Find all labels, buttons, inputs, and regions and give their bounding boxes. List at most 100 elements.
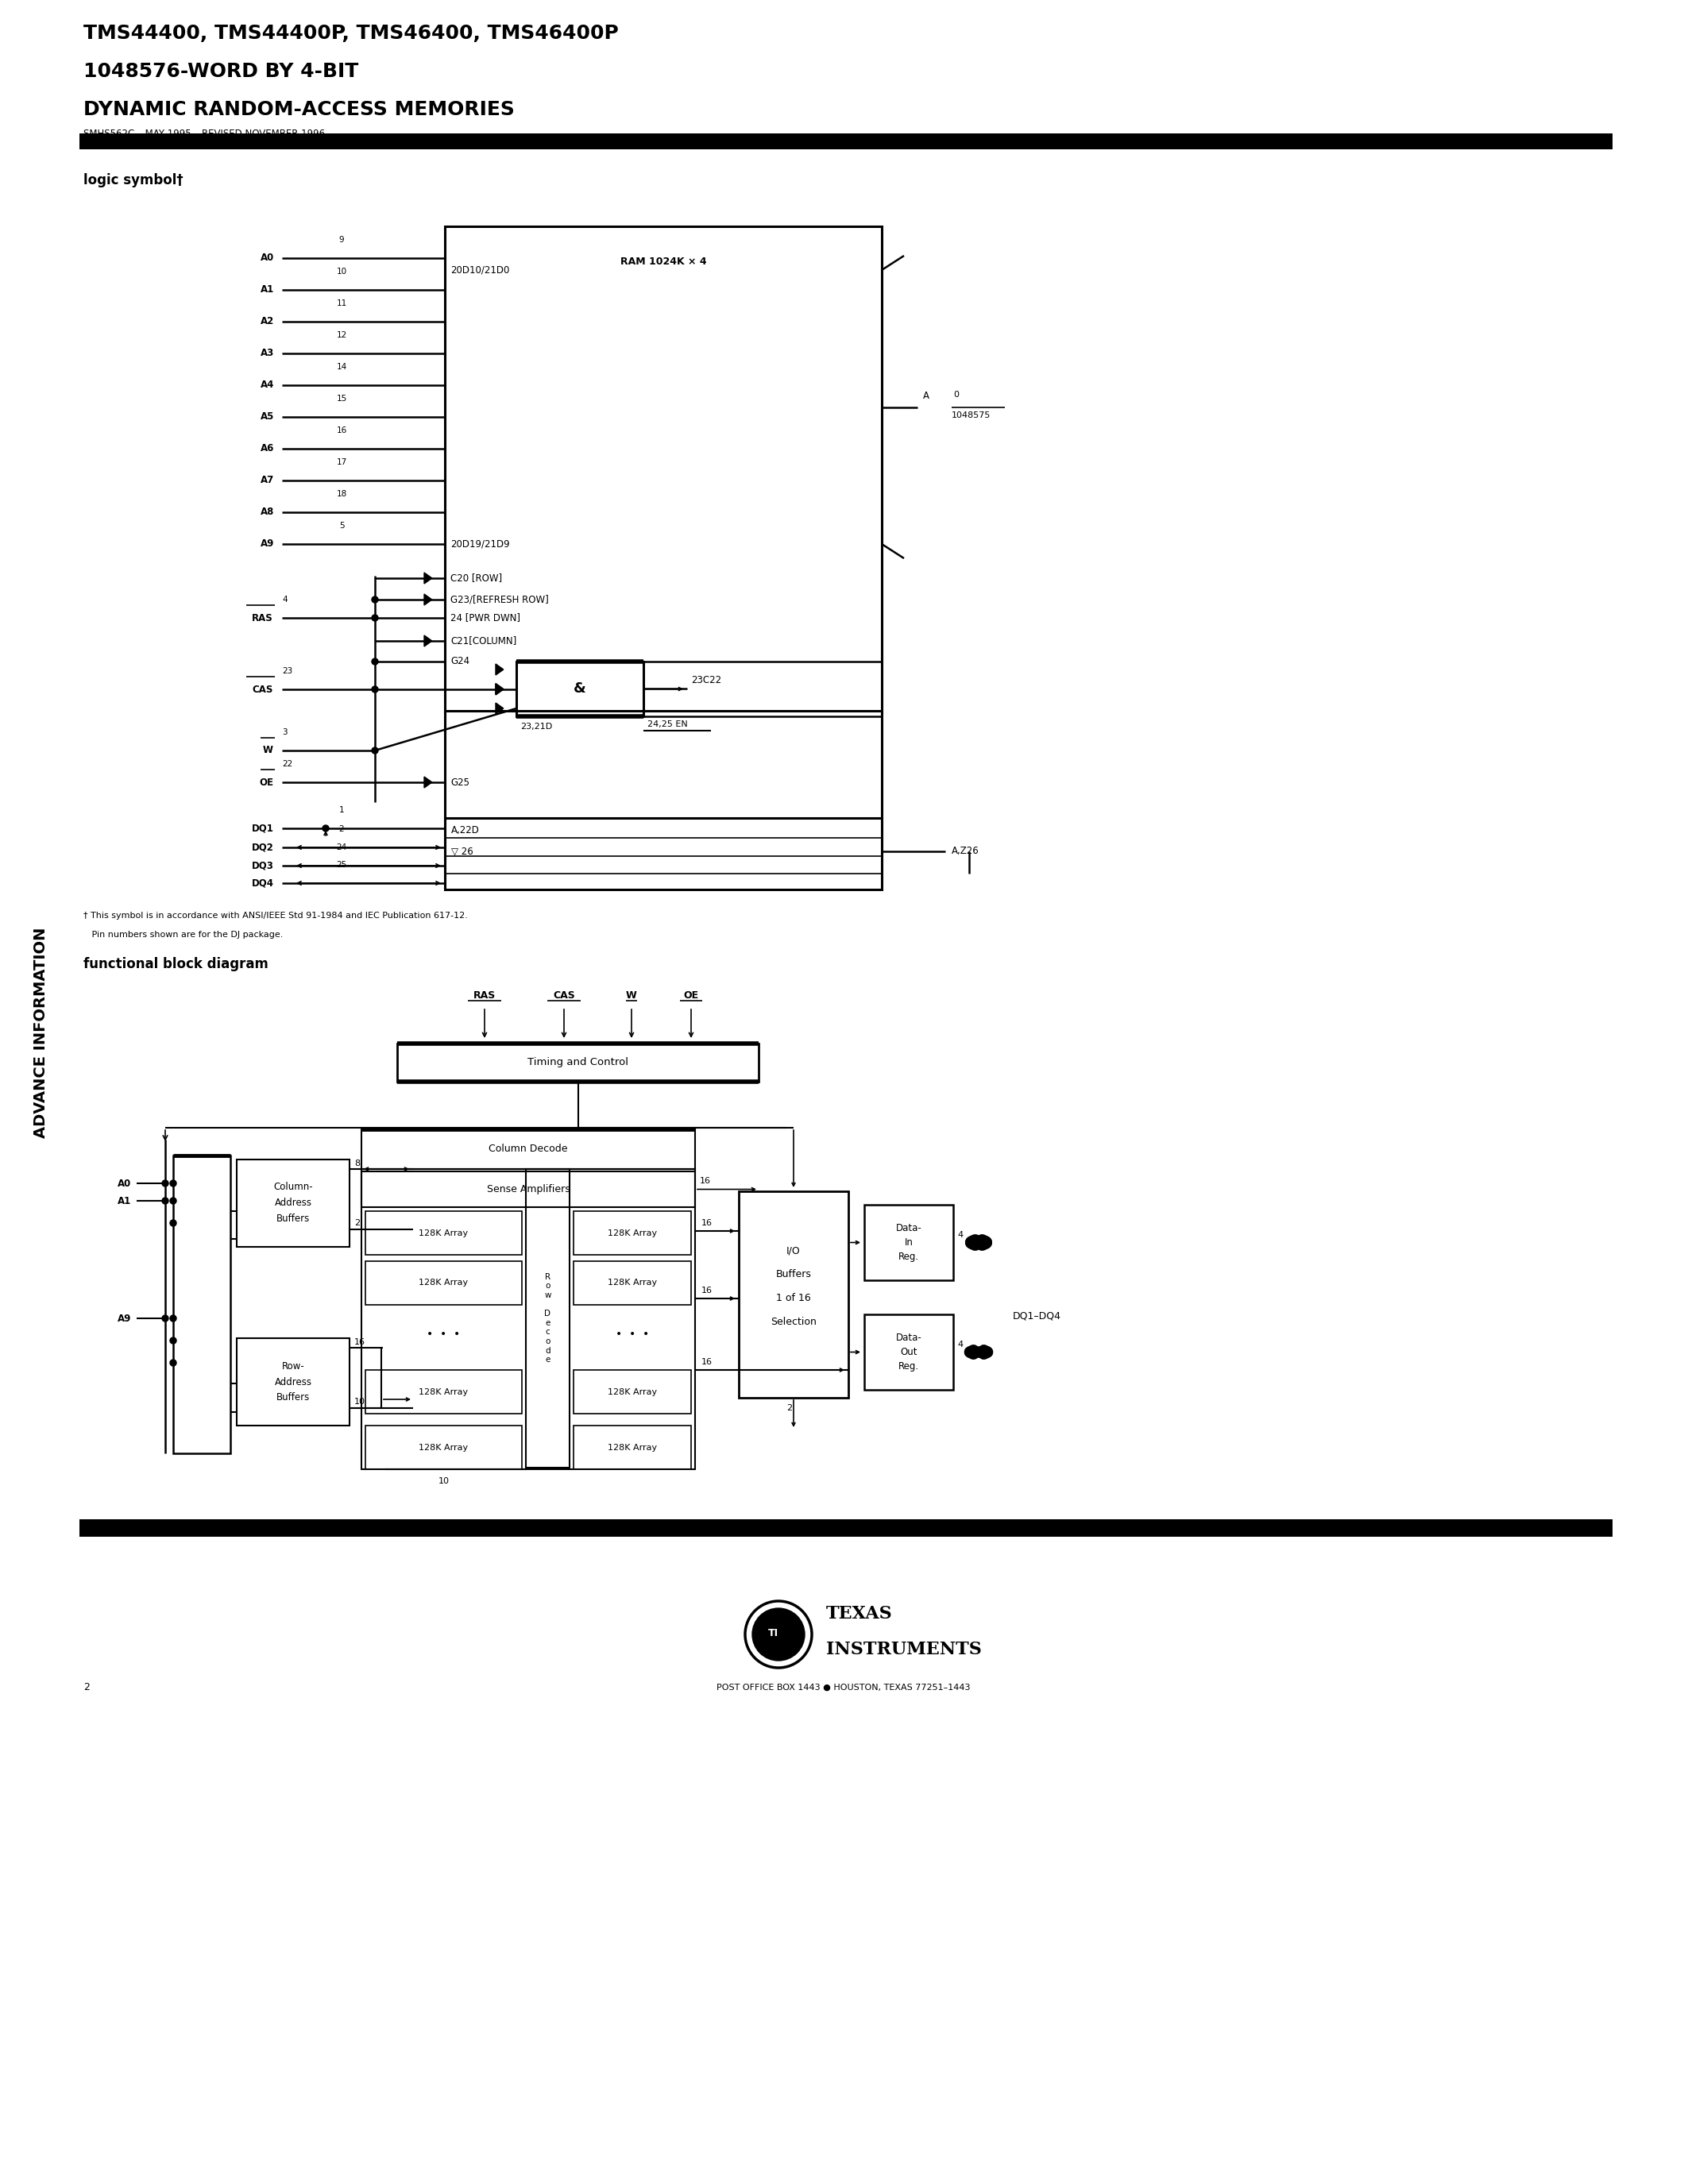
Text: 4: 4 [282,596,287,603]
Text: 1 of 16: 1 of 16 [776,1293,810,1304]
Bar [574,1212,690,1256]
Text: 128K Array: 128K Array [419,1280,468,1286]
Text: C20 [ROW]: C20 [ROW] [451,572,501,583]
Text: Reg.: Reg. [898,1361,920,1372]
Text: R
o
w

D
e
c
o
d
e: R o w D e c o d e [544,1273,550,1363]
Text: RAM 1024K × 4: RAM 1024K × 4 [619,256,707,266]
Text: ▽ 26: ▽ 26 [451,845,473,856]
Text: A,22D: A,22D [451,826,479,834]
Bar [527,1168,569,1468]
Text: Reg.: Reg. [898,1251,920,1262]
Circle shape [371,747,378,753]
Circle shape [371,686,378,692]
Text: 2: 2 [354,1219,360,1227]
Text: 128K Array: 128K Array [608,1444,657,1452]
Text: 20D10/21D0: 20D10/21D0 [451,264,510,275]
Text: logic symbol†: logic symbol† [83,173,184,188]
Text: ADVANCE INFORMATION: ADVANCE INFORMATION [34,926,49,1138]
Text: 25: 25 [336,860,346,869]
Bar [365,1369,522,1413]
Text: TMS44400, TMS44400P, TMS46400, TMS46400P: TMS44400, TMS44400P, TMS46400, TMS46400P [83,24,618,44]
Text: 23C22: 23C22 [690,675,721,686]
Bar [236,1160,349,1247]
Text: 2: 2 [83,1682,89,1693]
Bar [574,1426,690,1470]
Bar [361,1129,695,1168]
Text: 12: 12 [336,332,346,339]
Bar [79,1520,1612,1538]
Text: RAS: RAS [473,989,496,1000]
Circle shape [322,826,329,832]
Text: 1048576-WORD BY 4-BIT: 1048576-WORD BY 4-BIT [83,61,358,81]
Text: OE: OE [258,778,273,788]
Text: functional block diagram: functional block diagram [83,957,268,972]
Text: 10: 10 [354,1398,365,1406]
Text: 2: 2 [787,1404,792,1413]
Text: 128K Array: 128K Array [419,1444,468,1452]
Text: 16: 16 [702,1219,712,1227]
Text: 17: 17 [336,459,346,465]
Text: 0: 0 [954,391,959,400]
Text: 2: 2 [339,826,344,832]
Text: 4: 4 [957,1341,962,1348]
Text: Selection: Selection [770,1317,817,1328]
Text: Timing and Control: Timing and Control [527,1057,628,1068]
Text: 16: 16 [336,426,346,435]
Text: &: & [574,681,586,697]
Polygon shape [424,778,432,788]
Bar [236,1339,349,1426]
Text: 5: 5 [339,522,344,531]
Polygon shape [496,684,503,695]
Text: 23,21D: 23,21D [520,723,552,732]
Text: A9: A9 [260,539,273,548]
Circle shape [371,596,378,603]
Text: 14: 14 [336,363,346,371]
Text: A0: A0 [118,1177,132,1188]
Text: DQ1–DQ4: DQ1–DQ4 [1013,1310,1062,1321]
Text: 18: 18 [336,489,346,498]
Text: A8: A8 [260,507,273,518]
Text: 3: 3 [282,727,287,736]
Text: INSTRUMENTS: INSTRUMENTS [825,1640,982,1658]
Polygon shape [496,664,503,675]
Text: OE: OE [684,989,699,1000]
Text: POST OFFICE BOX 1443 ● HOUSTON, TEXAS 77251–1443: POST OFFICE BOX 1443 ● HOUSTON, TEXAS 77… [717,1684,971,1693]
Text: G23/[REFRESH ROW]: G23/[REFRESH ROW] [451,594,549,605]
Text: W: W [626,989,636,1000]
Text: 4: 4 [957,1230,962,1238]
Circle shape [371,657,378,664]
Text: 10: 10 [336,269,346,275]
Bar [365,1260,522,1304]
Text: A2: A2 [260,317,273,328]
Text: Out: Out [900,1348,917,1356]
Text: 128K Array: 128K Array [608,1280,657,1286]
Text: Column-: Column- [273,1182,312,1192]
Text: 8: 8 [354,1160,360,1168]
Bar [517,662,643,716]
Bar [446,819,881,889]
Text: A,Z26: A,Z26 [952,845,979,856]
Circle shape [170,1221,176,1225]
Text: Column Decode: Column Decode [490,1144,567,1155]
Text: 128K Array: 128K Array [608,1230,657,1236]
Text: CAS: CAS [554,989,576,1000]
Text: In: In [905,1238,913,1247]
Text: Row-: Row- [282,1361,304,1372]
Text: DQ2: DQ2 [252,843,273,852]
Circle shape [753,1607,805,1660]
Text: TEXAS: TEXAS [825,1605,893,1623]
Text: 16: 16 [702,1358,712,1365]
Polygon shape [424,572,432,583]
Text: TI: TI [768,1627,778,1638]
Text: Address: Address [275,1199,312,1208]
Text: 10: 10 [439,1476,449,1485]
Text: A4: A4 [260,380,273,391]
Text: 11: 11 [336,299,346,308]
Text: 22: 22 [282,760,292,769]
Text: 16: 16 [354,1339,365,1345]
Text: SMHS562C – MAY 1995 – REVISED NOVEMBER 1996: SMHS562C – MAY 1995 – REVISED NOVEMBER 1… [83,129,326,140]
Text: •  •  •: • • • [427,1328,461,1339]
Circle shape [170,1179,176,1186]
Text: 128K Array: 128K Array [608,1387,657,1396]
Text: 1: 1 [339,806,344,815]
